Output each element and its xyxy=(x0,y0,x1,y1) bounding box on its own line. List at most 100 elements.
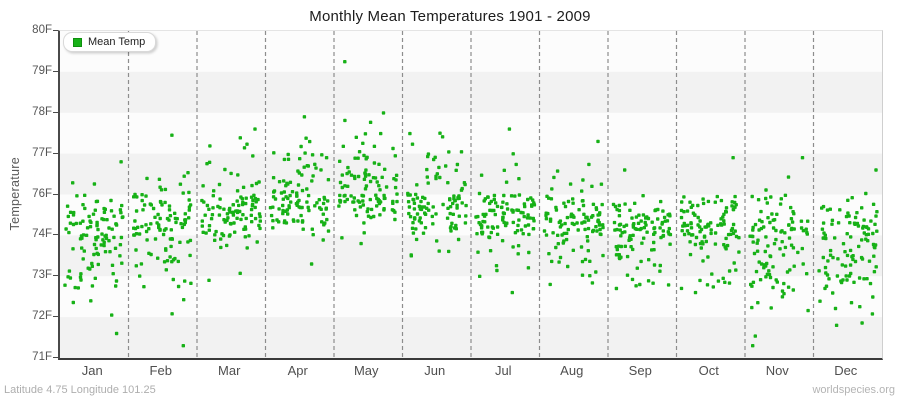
data-point xyxy=(566,264,570,269)
data-point xyxy=(96,262,100,267)
data-point xyxy=(584,216,588,220)
data-point xyxy=(114,279,119,283)
data-point xyxy=(722,219,726,223)
data-point xyxy=(85,226,90,230)
data-point xyxy=(257,223,261,228)
data-point xyxy=(240,202,245,207)
data-point xyxy=(823,265,828,270)
data-point xyxy=(425,167,429,172)
data-point xyxy=(846,198,850,202)
data-point xyxy=(239,195,243,199)
data-point xyxy=(393,185,398,190)
data-point xyxy=(701,197,705,201)
data-point xyxy=(226,216,230,220)
data-point xyxy=(153,237,158,241)
data-point xyxy=(107,239,111,243)
data-point xyxy=(688,240,692,244)
data-point xyxy=(611,202,616,207)
data-point xyxy=(493,212,497,217)
data-point xyxy=(158,228,162,232)
data-point xyxy=(310,179,314,183)
data-point xyxy=(372,144,377,148)
data-point xyxy=(214,229,218,234)
data-point xyxy=(297,198,301,203)
data-point xyxy=(379,131,383,136)
data-point xyxy=(392,177,396,181)
data-point xyxy=(395,199,399,204)
data-point xyxy=(249,207,254,212)
data-point xyxy=(435,239,439,243)
data-point xyxy=(617,208,622,213)
data-point xyxy=(174,220,178,225)
data-point xyxy=(302,165,306,169)
y-tick-label: 79F xyxy=(32,64,52,77)
data-point xyxy=(95,224,99,228)
data-point xyxy=(527,250,531,255)
data-point xyxy=(380,175,384,179)
data-point xyxy=(821,255,825,260)
data-point xyxy=(858,305,862,309)
data-point xyxy=(789,205,793,210)
data-point xyxy=(630,277,635,282)
chart-title: Monthly Mean Temperatures 1901 - 2009 xyxy=(309,8,591,25)
data-point xyxy=(102,243,106,248)
data-point xyxy=(211,206,215,210)
data-point xyxy=(286,157,291,161)
data-point xyxy=(235,199,239,203)
data-point xyxy=(632,222,636,226)
data-point xyxy=(322,221,326,225)
data-point xyxy=(217,213,222,217)
data-point xyxy=(96,235,100,239)
data-point xyxy=(631,247,635,252)
data-point xyxy=(786,175,791,179)
data-point xyxy=(516,208,521,212)
data-point xyxy=(340,185,344,190)
data-point xyxy=(828,253,833,257)
data-point xyxy=(279,191,284,195)
data-point xyxy=(147,227,151,231)
data-point xyxy=(818,299,822,303)
data-point xyxy=(591,202,596,206)
data-point xyxy=(799,226,804,230)
data-point xyxy=(679,215,684,220)
data-point xyxy=(412,198,416,202)
data-point xyxy=(763,249,767,254)
data-point xyxy=(587,162,591,167)
data-point xyxy=(408,215,413,219)
data-point xyxy=(182,298,186,302)
data-point xyxy=(201,184,205,188)
data-point xyxy=(751,240,755,244)
legend: Mean Temp xyxy=(63,32,157,52)
data-point xyxy=(460,201,464,205)
data-point xyxy=(362,153,366,158)
data-point xyxy=(271,195,276,199)
data-point xyxy=(590,281,595,285)
data-point xyxy=(682,195,686,199)
data-point xyxy=(830,218,835,222)
data-point xyxy=(71,300,75,305)
data-point xyxy=(513,194,517,198)
data-point xyxy=(78,275,83,279)
data-point xyxy=(702,234,707,238)
data-point xyxy=(642,226,646,230)
data-point xyxy=(454,227,458,231)
data-point xyxy=(857,276,862,280)
data-point xyxy=(311,233,315,237)
data-point xyxy=(447,249,451,254)
data-point xyxy=(562,201,566,205)
data-point xyxy=(723,245,727,249)
data-point xyxy=(630,216,634,220)
data-point xyxy=(148,202,152,206)
data-point xyxy=(90,284,95,288)
data-point xyxy=(231,213,236,217)
data-point xyxy=(823,233,827,237)
data-point xyxy=(250,220,254,224)
data-point xyxy=(489,230,493,235)
data-point xyxy=(596,213,600,217)
data-point xyxy=(849,301,854,305)
data-point xyxy=(382,207,386,211)
data-point xyxy=(625,273,630,277)
data-point xyxy=(168,255,172,259)
data-point xyxy=(257,180,261,184)
data-point xyxy=(639,219,643,223)
